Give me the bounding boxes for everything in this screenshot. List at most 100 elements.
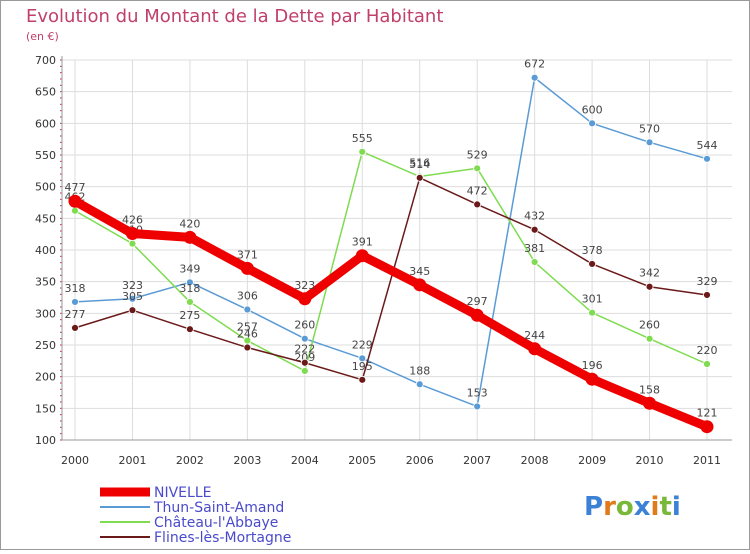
x-tick-label: 2004 bbox=[291, 454, 319, 467]
legend-label: Thun-Saint-Amand bbox=[153, 500, 284, 516]
x-tick-label: 2010 bbox=[636, 454, 664, 467]
data-point bbox=[300, 358, 309, 367]
proxiti-logo: Proxiti bbox=[584, 492, 681, 522]
y-tick-label: 100 bbox=[35, 434, 56, 447]
y-tick-label: 450 bbox=[35, 212, 56, 225]
chart-unit: (en €) bbox=[26, 30, 59, 43]
data-point bbox=[645, 138, 654, 147]
data-label: 195 bbox=[352, 360, 373, 373]
data-label: 477 bbox=[65, 181, 86, 194]
data-point bbox=[703, 154, 711, 163]
data-label: 420 bbox=[179, 217, 200, 230]
data-label: 158 bbox=[639, 383, 660, 396]
data-point bbox=[473, 164, 482, 173]
data-point bbox=[298, 292, 312, 306]
data-label: 426 bbox=[122, 214, 143, 227]
data-point bbox=[473, 402, 482, 411]
y-tick-label: 600 bbox=[35, 117, 56, 130]
data-point bbox=[68, 194, 82, 208]
x-tick-label: 2007 bbox=[463, 454, 491, 467]
data-label: 514 bbox=[409, 158, 430, 171]
data-label: 391 bbox=[352, 236, 373, 249]
data-point bbox=[703, 360, 711, 368]
y-tick-label: 150 bbox=[35, 402, 56, 415]
data-label: 345 bbox=[409, 265, 430, 278]
data-point bbox=[240, 261, 254, 275]
data-point bbox=[473, 200, 482, 209]
data-label: 349 bbox=[179, 262, 200, 275]
data-label: 432 bbox=[524, 210, 545, 223]
series-line bbox=[74, 177, 708, 381]
data-label: 277 bbox=[65, 308, 86, 321]
data-label: 516 bbox=[409, 157, 430, 170]
series-3: 277 305 275 246 222 195 514 472 432 378 342 329 bbox=[65, 158, 718, 384]
data-point bbox=[243, 343, 252, 352]
data-point bbox=[358, 354, 367, 363]
data-label: 472 bbox=[467, 184, 488, 197]
data-point bbox=[186, 278, 194, 287]
data-point bbox=[530, 258, 539, 266]
data-label: 318 bbox=[179, 282, 200, 295]
data-label: 196 bbox=[582, 359, 603, 372]
data-label: 246 bbox=[237, 328, 258, 341]
data-point bbox=[128, 306, 137, 315]
x-tick-label: 2011 bbox=[693, 454, 721, 467]
data-point bbox=[645, 282, 654, 291]
data-label: 301 bbox=[582, 293, 603, 306]
data-label: 260 bbox=[294, 319, 315, 332]
y-tick-label: 550 bbox=[35, 149, 56, 162]
data-point bbox=[71, 323, 79, 332]
series-line bbox=[74, 76, 708, 408]
data-label: 378 bbox=[582, 244, 603, 257]
data-point bbox=[186, 298, 194, 306]
x-tick-label: 2009 bbox=[578, 454, 606, 467]
data-point bbox=[528, 342, 542, 356]
data-point bbox=[530, 73, 539, 82]
legend-label: Château-l'Abbaye bbox=[154, 515, 278, 531]
data-label: 329 bbox=[697, 275, 718, 288]
axes: 100 150 200 250 300 350 400 450 500 550 600 650 700 2… bbox=[35, 54, 732, 467]
data-label: 257 bbox=[237, 321, 258, 334]
data-label: 323 bbox=[122, 279, 143, 292]
data-label: 323 bbox=[294, 279, 315, 292]
data-point bbox=[470, 308, 484, 322]
data-label: 306 bbox=[237, 290, 258, 303]
data-point bbox=[128, 294, 137, 303]
data-point bbox=[588, 308, 596, 317]
legend: NIVELLEThun-Saint-AmandChâteau-l'AbbayeF… bbox=[100, 485, 291, 546]
data-point bbox=[588, 260, 596, 268]
y-tick-label: 300 bbox=[35, 307, 56, 320]
data-point bbox=[300, 334, 309, 343]
data-point bbox=[358, 147, 367, 156]
data-label: 672 bbox=[524, 58, 545, 71]
y-tick-label: 400 bbox=[35, 244, 56, 257]
data-point bbox=[71, 206, 79, 215]
data-point bbox=[183, 230, 197, 244]
data-point bbox=[703, 291, 711, 299]
data-label: 153 bbox=[467, 386, 488, 399]
data-point bbox=[530, 225, 539, 234]
legend-label: NIVELLE bbox=[154, 485, 211, 501]
data-label: 188 bbox=[409, 364, 430, 377]
data-label: 222 bbox=[294, 343, 315, 356]
x-tick-label: 2001 bbox=[118, 454, 146, 467]
data-point bbox=[700, 420, 714, 434]
y-tick-label: 500 bbox=[35, 181, 56, 194]
data-label: 297 bbox=[467, 295, 488, 308]
series: 3183233493062602291881536726005705444624… bbox=[65, 58, 718, 434]
data-label: 529 bbox=[467, 148, 488, 161]
data-point bbox=[300, 367, 309, 375]
data-point bbox=[125, 227, 139, 241]
legend-label: Flines-lès-Mortagne bbox=[154, 530, 291, 546]
data-label: 555 bbox=[352, 132, 373, 145]
y-tick-label: 200 bbox=[35, 371, 56, 384]
data-label: 371 bbox=[237, 248, 258, 261]
data-label: 318 bbox=[65, 282, 86, 295]
series-line bbox=[74, 151, 708, 372]
y-tick-label: 700 bbox=[35, 54, 56, 67]
data-point bbox=[415, 173, 424, 182]
data-point bbox=[645, 334, 654, 343]
